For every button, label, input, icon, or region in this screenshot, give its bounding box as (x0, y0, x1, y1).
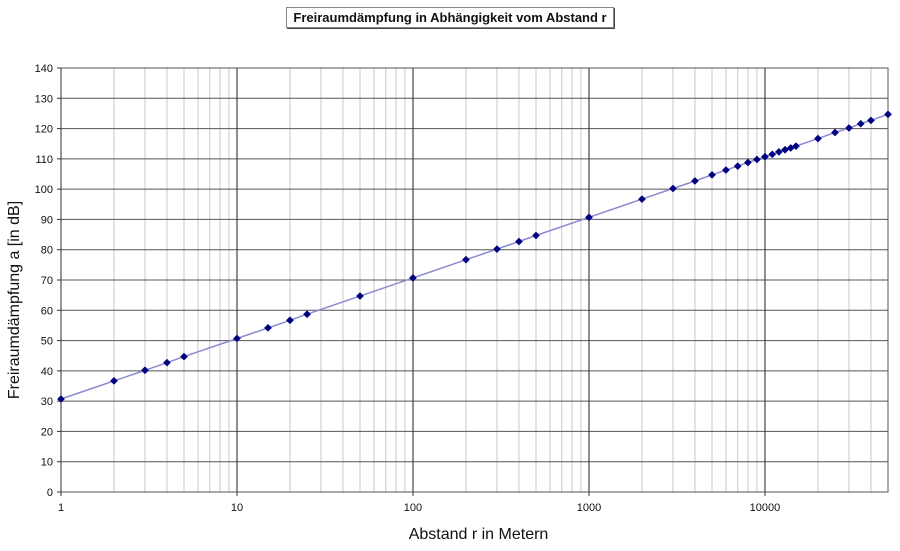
data-point (752, 155, 761, 164)
y-axis-label: Freiraumdämpfung a [in dB] (6, 201, 23, 399)
x-tick-label: 10 (231, 502, 243, 514)
y-tick-label: 0 (47, 487, 53, 499)
data-point (733, 162, 742, 171)
data-point (356, 292, 364, 301)
y-tick-label: 100 (35, 184, 53, 196)
series-line (60, 113, 889, 400)
x-tick-label: 1000 (577, 502, 601, 514)
data-point (721, 166, 730, 175)
data-point (163, 358, 171, 367)
data-point (856, 119, 865, 128)
data-point (264, 323, 272, 332)
x-tick-label: 10000 (750, 502, 781, 514)
y-axis-ticks: 0 10 20 30 40 50 60 70 80 90 100 110 120 130 140 (35, 63, 61, 499)
data-point (57, 395, 65, 403)
data-point (814, 134, 822, 143)
data-point (532, 231, 540, 240)
y-tick-label: 70 (41, 275, 53, 287)
x-axis-label: Abstand r in Metern (409, 526, 549, 543)
chart-title: Freiraumdämpfung in Abhängigkeit vom Abs… (286, 7, 614, 28)
data-point (233, 334, 241, 343)
data-point (638, 195, 646, 204)
data-point (286, 316, 294, 325)
y-tick-label: 50 (41, 336, 53, 348)
y-tick-label: 10 (41, 457, 53, 469)
y-tick-label: 60 (41, 305, 53, 317)
series-line-group (60, 113, 889, 400)
data-point (768, 150, 777, 159)
x-axis-ticks: 1 10 100 1000 10000 (58, 492, 780, 514)
data-point (792, 142, 800, 151)
y-tick-label: 20 (41, 426, 53, 438)
data-point (585, 213, 593, 222)
major-grid (60, 67, 888, 493)
y-tick-label: 90 (41, 214, 53, 226)
x-tick-label: 100 (404, 502, 422, 514)
series-points-group (57, 110, 892, 403)
data-point (669, 184, 677, 193)
data-point (180, 352, 188, 361)
data-point (743, 158, 752, 167)
data-point (774, 147, 783, 156)
y-tick-label: 110 (35, 154, 53, 166)
y-tick-label: 40 (41, 366, 53, 378)
data-point (409, 273, 417, 282)
x-tick-label: 1 (58, 502, 64, 514)
data-point (831, 128, 839, 137)
data-point (493, 245, 501, 254)
data-point (761, 152, 769, 161)
y-tick-label: 30 (41, 396, 53, 408)
data-point (845, 124, 853, 132)
data-point (884, 110, 892, 119)
y-tick-label: 140 (35, 63, 53, 75)
data-point (514, 237, 523, 246)
data-point (866, 116, 875, 125)
y-tick-label: 130 (35, 93, 53, 105)
data-point (462, 255, 470, 264)
data-point (690, 177, 699, 185)
data-point (141, 366, 149, 375)
y-tick-label: 120 (35, 124, 53, 136)
data-point (708, 170, 716, 179)
y-tick-label: 80 (41, 245, 53, 257)
data-point (110, 376, 118, 385)
data-point (303, 310, 311, 319)
